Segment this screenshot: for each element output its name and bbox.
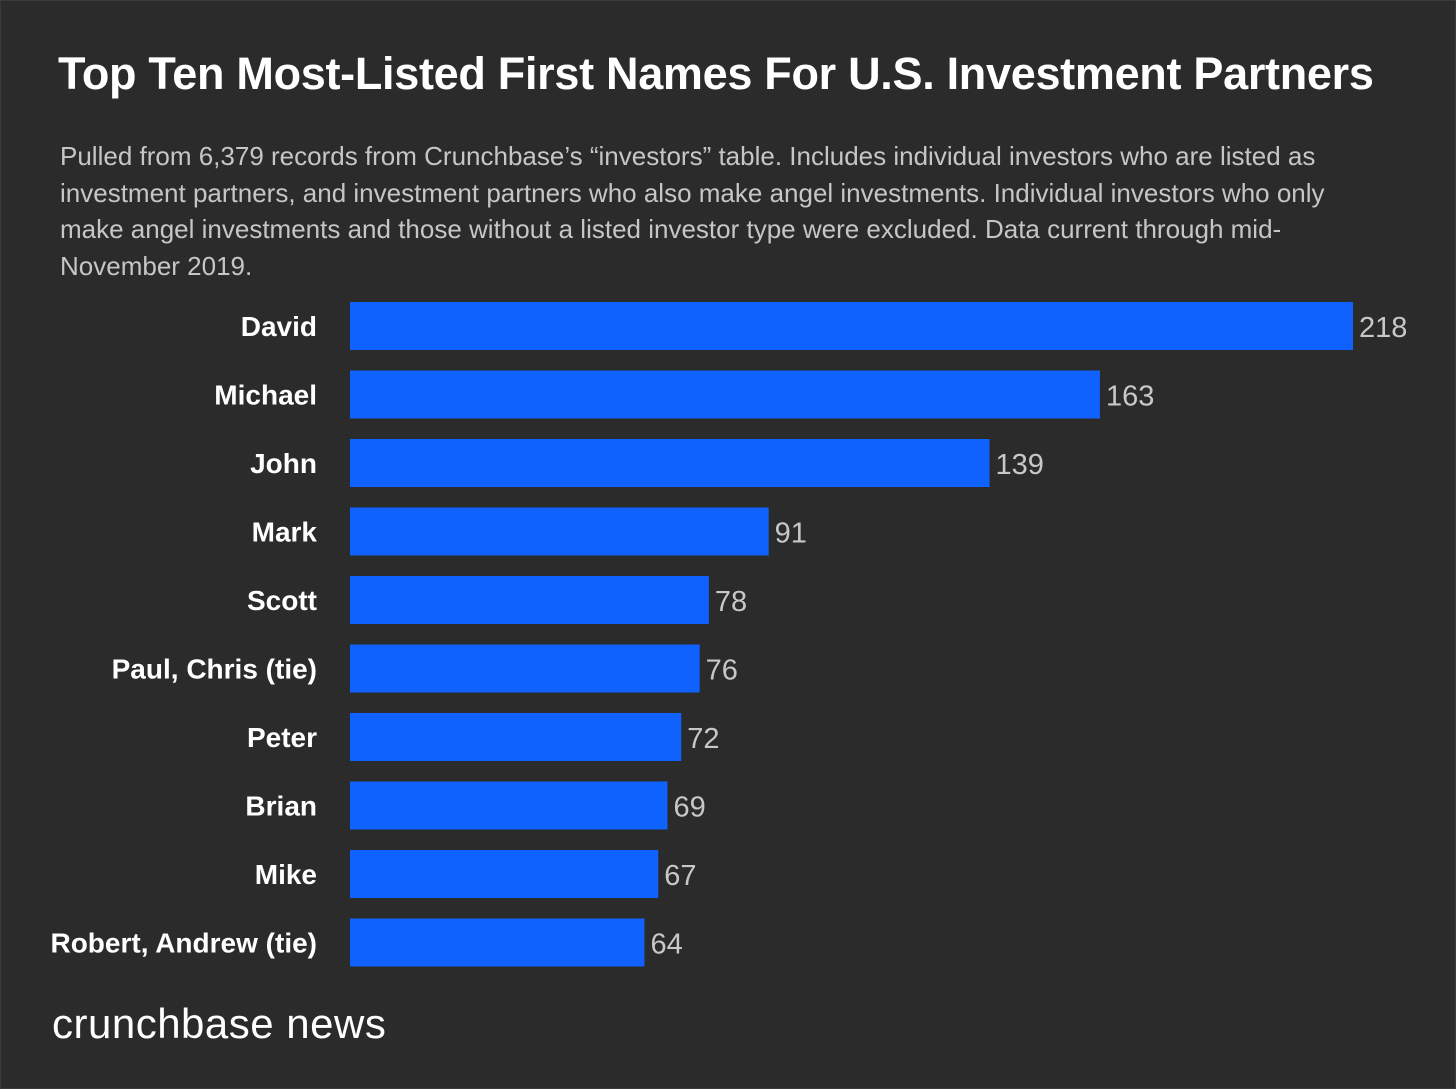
brand-logo: crunchbase news [52, 1000, 387, 1047]
value-label: 69 [673, 792, 705, 824]
bar-group: Peter 72 [247, 713, 720, 761]
category-label: Michael [214, 380, 317, 411]
category-label: David [241, 311, 317, 342]
bar-group: David 218 [241, 302, 1407, 350]
category-label: John [250, 448, 317, 479]
bar [350, 302, 1353, 350]
chart-title: Top Ten Most-Listed First Names For U.S.… [58, 48, 1374, 99]
bar [350, 576, 709, 624]
bar-group: Michael 163 [214, 370, 1154, 419]
category-label: Mark [252, 517, 318, 548]
bar [350, 713, 682, 761]
bar [350, 439, 990, 487]
category-label: Robert, Andrew (tie) [50, 928, 317, 959]
value-label: 76 [706, 655, 738, 687]
bar [350, 507, 769, 556]
value-label: 139 [996, 449, 1044, 481]
bar-group: Robert, Andrew (tie) 64 [50, 918, 683, 967]
category-label: Peter [247, 722, 317, 753]
bar [350, 370, 1100, 419]
value-label: 67 [664, 860, 696, 892]
value-label: 64 [650, 929, 682, 961]
value-label: 163 [1106, 381, 1154, 413]
bar [350, 918, 645, 967]
category-label: Scott [247, 585, 317, 616]
bar-group: Mark 91 [252, 507, 807, 556]
bar [350, 850, 659, 898]
value-label: 91 [775, 518, 807, 550]
category-label: Mike [255, 859, 317, 890]
category-label: Brian [245, 791, 317, 822]
bar-group: Scott 78 [247, 576, 747, 624]
bar [350, 644, 700, 693]
bar [350, 781, 668, 830]
value-label: 218 [1359, 312, 1407, 344]
bar-group: John 139 [250, 439, 1044, 487]
category-label: Paul, Chris (tie) [112, 654, 317, 685]
bar-group: Mike 67 [255, 850, 697, 898]
bar-group: Brian 69 [245, 781, 706, 830]
value-label: 72 [687, 723, 719, 755]
chart-subtitle: Pulled from 6,379 records from Crunchbas… [60, 141, 1325, 281]
value-label: 78 [715, 586, 747, 618]
bar-group: Paul, Chris (tie) 76 [112, 644, 738, 693]
